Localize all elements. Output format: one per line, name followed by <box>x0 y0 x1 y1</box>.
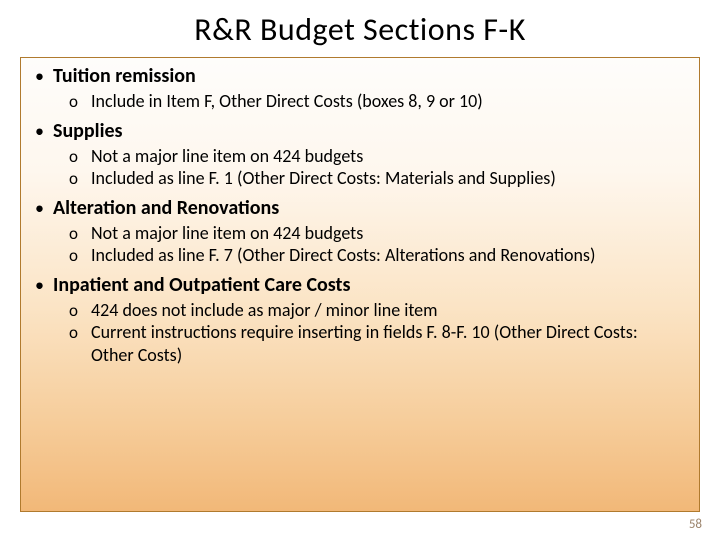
sub-text: 424 does not include as major / minor li… <box>91 299 446 322</box>
bullet-icon: • <box>31 120 53 142</box>
top-item-row: • Alteration and Renovations <box>31 196 689 220</box>
top-list: • Tuition remission o Include in Item F,… <box>31 64 689 366</box>
list-item: • Supplies o Not a major line item on 42… <box>31 119 689 190</box>
list-item: • Inpatient and Outpatient Care Costs o … <box>31 273 689 367</box>
top-label: Tuition remission <box>53 64 196 88</box>
list-item: • Tuition remission o Include in Item F,… <box>31 64 689 113</box>
sub-list: o Not a major line item on 424 budgets o… <box>31 145 689 190</box>
bullet-icon: • <box>31 274 53 296</box>
sub-list: o Include in Item F, Other Direct Costs … <box>31 90 689 113</box>
slide-title: R&R Budget Sections F-K <box>0 10 720 49</box>
top-label: Supplies <box>53 119 123 143</box>
sub-bullet-icon: o <box>69 223 91 244</box>
sub-list: o Not a major line item on 424 budgets o… <box>31 222 689 267</box>
bullet-icon: • <box>31 197 53 219</box>
sub-bullet-icon: o <box>69 146 91 167</box>
sub-item: o Current instructions require inserting… <box>31 321 689 366</box>
sub-bullet-icon: o <box>69 168 91 189</box>
sub-list: o 424 does not include as major / minor … <box>31 299 689 367</box>
sub-bullet-icon: o <box>69 300 91 321</box>
top-label: Inpatient and Outpatient Care Costs <box>53 273 350 297</box>
sub-bullet-icon: o <box>69 322 91 343</box>
top-item-row: • Inpatient and Outpatient Care Costs <box>31 273 689 297</box>
sub-item: o Not a major line item on 424 budgets <box>31 145 689 168</box>
sub-item: o Included as line F. 7 (Other Direct Co… <box>31 244 689 267</box>
sub-item: o Included as line F. 1 (Other Direct Co… <box>31 167 689 190</box>
page-number: 58 <box>689 517 702 532</box>
sub-item: o Not a major line item on 424 budgets <box>31 222 689 245</box>
sub-text: Not a major line item on 424 budgets <box>91 145 371 168</box>
top-item-row: • Supplies <box>31 119 689 143</box>
sub-bullet-icon: o <box>69 91 91 112</box>
sub-text: Not a major line item on 424 budgets <box>91 222 371 245</box>
sub-text: Included as line F. 1 (Other Direct Cost… <box>91 167 564 190</box>
slide: R&R Budget Sections F-K • Tuition remiss… <box>0 0 720 540</box>
sub-item: o Include in Item F, Other Direct Costs … <box>31 90 689 113</box>
list-item: • Alteration and Renovations o Not a maj… <box>31 196 689 267</box>
top-label: Alteration and Renovations <box>53 196 279 220</box>
top-item-row: • Tuition remission <box>31 64 689 88</box>
bullet-icon: • <box>31 65 53 87</box>
sub-text: Include in Item F, Other Direct Costs (b… <box>91 90 491 113</box>
sub-item: o 424 does not include as major / minor … <box>31 299 689 322</box>
sub-text: Included as line F. 7 (Other Direct Cost… <box>91 244 603 267</box>
sub-text: Current instructions require inserting i… <box>91 321 689 366</box>
sub-bullet-icon: o <box>69 245 91 266</box>
content-box: • Tuition remission o Include in Item F,… <box>20 57 700 512</box>
